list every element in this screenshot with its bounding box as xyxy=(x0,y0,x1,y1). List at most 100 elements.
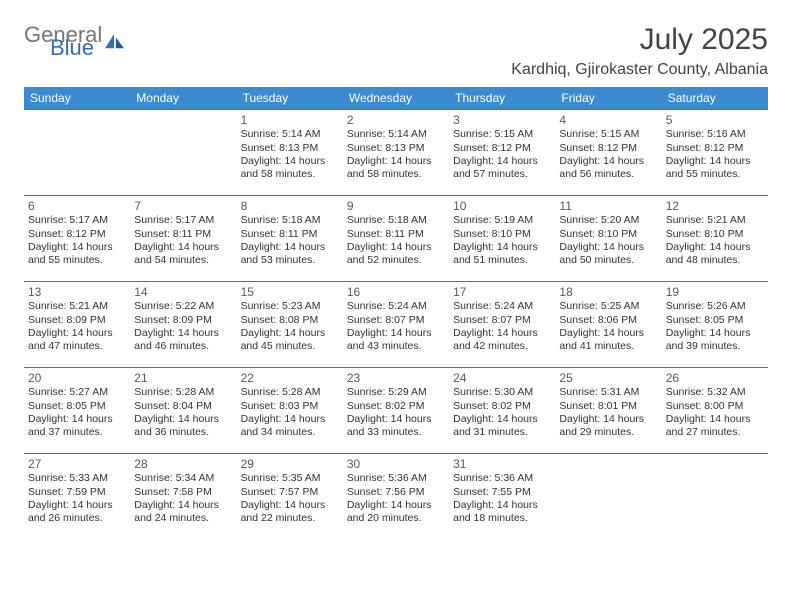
day-info: Sunrise: 5:27 AMSunset: 8:05 PMDaylight:… xyxy=(28,386,126,439)
calendar-day-cell: 20Sunrise: 5:27 AMSunset: 8:05 PMDayligh… xyxy=(24,368,130,454)
day-info: Sunrise: 5:25 AMSunset: 8:06 PMDaylight:… xyxy=(559,300,657,353)
day-number: 31 xyxy=(453,457,551,471)
day-info: Sunrise: 5:21 AMSunset: 8:10 PMDaylight:… xyxy=(666,214,764,267)
day-info: Sunrise: 5:23 AMSunset: 8:08 PMDaylight:… xyxy=(241,300,339,353)
day-number: 6 xyxy=(28,199,126,213)
calendar-day-cell: 4Sunrise: 5:15 AMSunset: 8:12 PMDaylight… xyxy=(555,110,661,196)
location-label: Kardhiq, Gjirokaster County, Albania xyxy=(24,61,768,79)
day-number: 27 xyxy=(28,457,126,471)
calendar-day-cell: 21Sunrise: 5:28 AMSunset: 8:04 PMDayligh… xyxy=(130,368,236,454)
calendar-day-cell: 3Sunrise: 5:15 AMSunset: 8:12 PMDaylight… xyxy=(449,110,555,196)
calendar-empty-cell xyxy=(24,110,130,196)
day-number: 17 xyxy=(453,285,551,299)
day-info: Sunrise: 5:15 AMSunset: 8:12 PMDaylight:… xyxy=(453,128,551,181)
calendar-week-row: 1Sunrise: 5:14 AMSunset: 8:13 PMDaylight… xyxy=(24,110,768,196)
calendar-page: General Blue July 2025 Kardhiq, Gjirokas… xyxy=(0,0,792,560)
day-number: 22 xyxy=(241,371,339,385)
header-row: General Blue July 2025 xyxy=(24,20,768,57)
calendar-day-cell: 11Sunrise: 5:20 AMSunset: 8:10 PMDayligh… xyxy=(555,196,661,282)
day-info: Sunrise: 5:18 AMSunset: 8:11 PMDaylight:… xyxy=(347,214,445,267)
day-number: 29 xyxy=(241,457,339,471)
day-header: Wednesday xyxy=(343,87,449,110)
calendar-day-cell: 24Sunrise: 5:30 AMSunset: 8:02 PMDayligh… xyxy=(449,368,555,454)
day-number: 8 xyxy=(241,199,339,213)
day-info: Sunrise: 5:14 AMSunset: 8:13 PMDaylight:… xyxy=(347,128,445,181)
calendar-empty-cell xyxy=(130,110,236,196)
calendar-day-cell: 26Sunrise: 5:32 AMSunset: 8:00 PMDayligh… xyxy=(662,368,768,454)
calendar-day-cell: 22Sunrise: 5:28 AMSunset: 8:03 PMDayligh… xyxy=(237,368,343,454)
day-number: 9 xyxy=(347,199,445,213)
day-number: 2 xyxy=(347,113,445,127)
day-info: Sunrise: 5:17 AMSunset: 8:12 PMDaylight:… xyxy=(28,214,126,267)
day-info: Sunrise: 5:15 AMSunset: 8:12 PMDaylight:… xyxy=(559,128,657,181)
calendar-day-cell: 7Sunrise: 5:17 AMSunset: 8:11 PMDaylight… xyxy=(130,196,236,282)
day-number: 25 xyxy=(559,371,657,385)
day-info: Sunrise: 5:24 AMSunset: 8:07 PMDaylight:… xyxy=(347,300,445,353)
calendar-week-row: 6Sunrise: 5:17 AMSunset: 8:12 PMDaylight… xyxy=(24,196,768,282)
calendar-day-cell: 16Sunrise: 5:24 AMSunset: 8:07 PMDayligh… xyxy=(343,282,449,368)
calendar-day-cell: 23Sunrise: 5:29 AMSunset: 8:02 PMDayligh… xyxy=(343,368,449,454)
day-number: 12 xyxy=(666,199,764,213)
calendar-week-row: 20Sunrise: 5:27 AMSunset: 8:05 PMDayligh… xyxy=(24,368,768,454)
day-number: 10 xyxy=(453,199,551,213)
day-number: 26 xyxy=(666,371,764,385)
day-number: 19 xyxy=(666,285,764,299)
calendar-empty-cell xyxy=(555,454,661,540)
day-header: Saturday xyxy=(662,87,768,110)
day-number: 20 xyxy=(28,371,126,385)
calendar-day-cell: 28Sunrise: 5:34 AMSunset: 7:58 PMDayligh… xyxy=(130,454,236,540)
day-number: 28 xyxy=(134,457,232,471)
day-info: Sunrise: 5:28 AMSunset: 8:04 PMDaylight:… xyxy=(134,386,232,439)
calendar-day-cell: 6Sunrise: 5:17 AMSunset: 8:12 PMDaylight… xyxy=(24,196,130,282)
day-number: 24 xyxy=(453,371,551,385)
logo-sail-icon xyxy=(104,33,126,51)
day-number: 23 xyxy=(347,371,445,385)
day-number: 16 xyxy=(347,285,445,299)
calendar-week-row: 13Sunrise: 5:21 AMSunset: 8:09 PMDayligh… xyxy=(24,282,768,368)
calendar-day-cell: 1Sunrise: 5:14 AMSunset: 8:13 PMDaylight… xyxy=(237,110,343,196)
logo: General Blue xyxy=(24,26,126,57)
day-header: Friday xyxy=(555,87,661,110)
day-info: Sunrise: 5:34 AMSunset: 7:58 PMDaylight:… xyxy=(134,472,232,525)
day-info: Sunrise: 5:26 AMSunset: 8:05 PMDaylight:… xyxy=(666,300,764,353)
day-info: Sunrise: 5:35 AMSunset: 7:57 PMDaylight:… xyxy=(241,472,339,525)
day-info: Sunrise: 5:16 AMSunset: 8:12 PMDaylight:… xyxy=(666,128,764,181)
calendar-day-cell: 18Sunrise: 5:25 AMSunset: 8:06 PMDayligh… xyxy=(555,282,661,368)
day-info: Sunrise: 5:31 AMSunset: 8:01 PMDaylight:… xyxy=(559,386,657,439)
day-number: 13 xyxy=(28,285,126,299)
calendar-day-cell: 15Sunrise: 5:23 AMSunset: 8:08 PMDayligh… xyxy=(237,282,343,368)
calendar-day-cell: 2Sunrise: 5:14 AMSunset: 8:13 PMDaylight… xyxy=(343,110,449,196)
calendar-header: SundayMondayTuesdayWednesdayThursdayFrid… xyxy=(24,87,768,110)
calendar-day-cell: 12Sunrise: 5:21 AMSunset: 8:10 PMDayligh… xyxy=(662,196,768,282)
day-info: Sunrise: 5:24 AMSunset: 8:07 PMDaylight:… xyxy=(453,300,551,353)
day-info: Sunrise: 5:20 AMSunset: 8:10 PMDaylight:… xyxy=(559,214,657,267)
day-header: Thursday xyxy=(449,87,555,110)
day-header: Sunday xyxy=(24,87,130,110)
day-number: 15 xyxy=(241,285,339,299)
calendar-day-cell: 5Sunrise: 5:16 AMSunset: 8:12 PMDaylight… xyxy=(662,110,768,196)
day-number: 14 xyxy=(134,285,232,299)
day-number: 5 xyxy=(666,113,764,127)
calendar-day-cell: 19Sunrise: 5:26 AMSunset: 8:05 PMDayligh… xyxy=(662,282,768,368)
calendar-day-cell: 29Sunrise: 5:35 AMSunset: 7:57 PMDayligh… xyxy=(237,454,343,540)
day-info: Sunrise: 5:14 AMSunset: 8:13 PMDaylight:… xyxy=(241,128,339,181)
calendar-day-cell: 9Sunrise: 5:18 AMSunset: 8:11 PMDaylight… xyxy=(343,196,449,282)
logo-text-blue: Blue xyxy=(50,39,102,58)
calendar-day-cell: 10Sunrise: 5:19 AMSunset: 8:10 PMDayligh… xyxy=(449,196,555,282)
day-number: 1 xyxy=(241,113,339,127)
day-info: Sunrise: 5:17 AMSunset: 8:11 PMDaylight:… xyxy=(134,214,232,267)
day-info: Sunrise: 5:29 AMSunset: 8:02 PMDaylight:… xyxy=(347,386,445,439)
day-info: Sunrise: 5:33 AMSunset: 7:59 PMDaylight:… xyxy=(28,472,126,525)
day-number: 11 xyxy=(559,199,657,213)
day-info: Sunrise: 5:30 AMSunset: 8:02 PMDaylight:… xyxy=(453,386,551,439)
calendar-day-cell: 13Sunrise: 5:21 AMSunset: 8:09 PMDayligh… xyxy=(24,282,130,368)
day-header: Tuesday xyxy=(237,87,343,110)
calendar-body: 1Sunrise: 5:14 AMSunset: 8:13 PMDaylight… xyxy=(24,110,768,540)
calendar-day-cell: 25Sunrise: 5:31 AMSunset: 8:01 PMDayligh… xyxy=(555,368,661,454)
day-info: Sunrise: 5:28 AMSunset: 8:03 PMDaylight:… xyxy=(241,386,339,439)
day-info: Sunrise: 5:32 AMSunset: 8:00 PMDaylight:… xyxy=(666,386,764,439)
day-info: Sunrise: 5:36 AMSunset: 7:56 PMDaylight:… xyxy=(347,472,445,525)
day-number: 30 xyxy=(347,457,445,471)
calendar-day-cell: 27Sunrise: 5:33 AMSunset: 7:59 PMDayligh… xyxy=(24,454,130,540)
day-info: Sunrise: 5:36 AMSunset: 7:55 PMDaylight:… xyxy=(453,472,551,525)
